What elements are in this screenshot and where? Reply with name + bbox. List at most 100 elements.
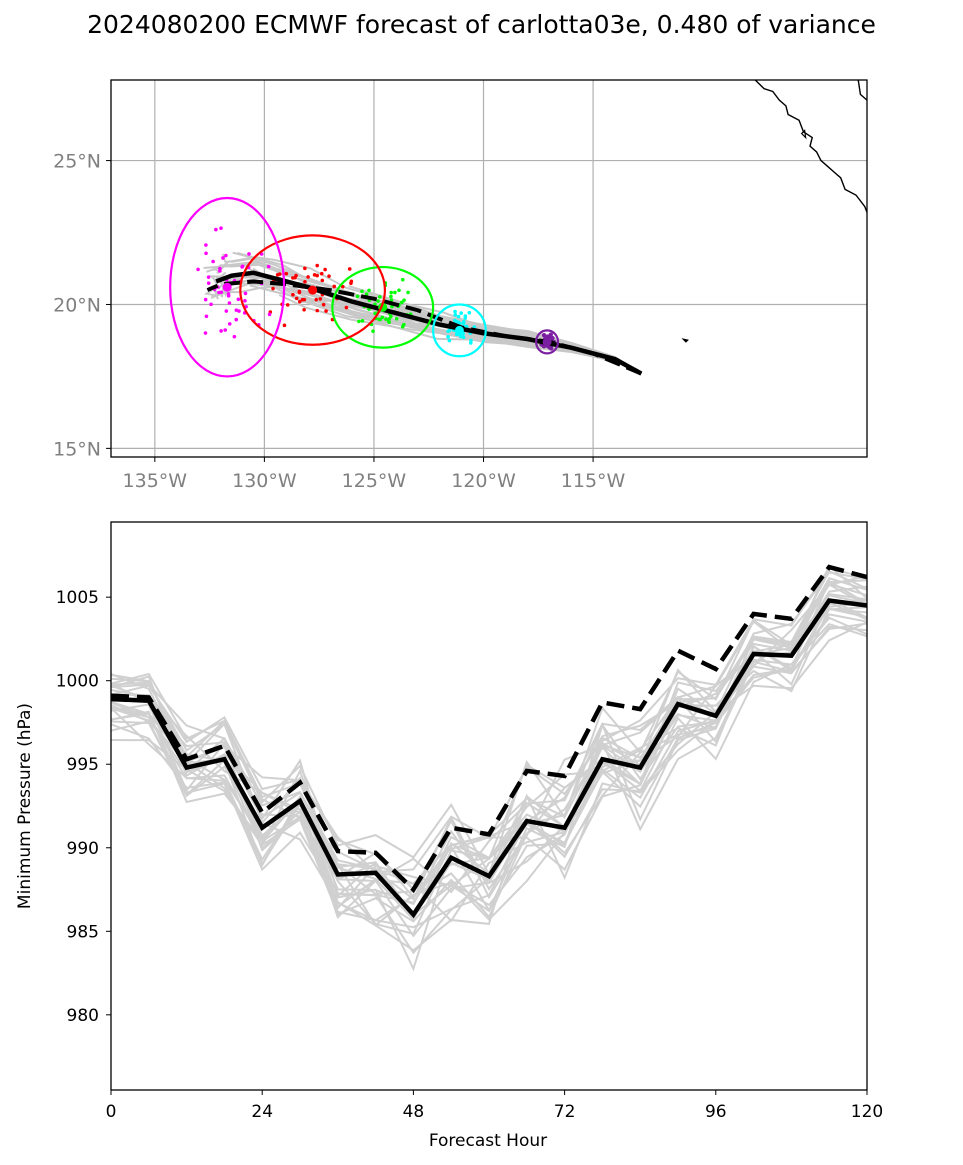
ensemble-position-dot xyxy=(204,314,209,319)
ensemble-position-dot xyxy=(349,279,354,284)
pressure-x-tick-label: 120 xyxy=(851,1102,883,1122)
ensemble-position-dot xyxy=(453,309,457,314)
ensemble-position-dot xyxy=(266,264,271,269)
ensemble-position-dot xyxy=(214,227,218,232)
ensemble-position-dot xyxy=(548,332,553,337)
ensemble-position-dot xyxy=(467,310,472,315)
pressure-x-tick-label: 24 xyxy=(251,1102,273,1122)
ensemble-position-dot xyxy=(389,290,394,295)
uncertainty-ellipse xyxy=(239,234,387,346)
ensemble-position-dot xyxy=(204,243,208,247)
ensemble-position-dot xyxy=(223,328,228,332)
dashed-mean-track xyxy=(206,279,643,376)
ensemble-position-dot xyxy=(224,253,228,258)
ensemble-position-dot xyxy=(293,275,297,280)
ensemble-position-dot xyxy=(402,298,406,302)
ensemble-position-dot xyxy=(461,321,465,325)
pressure-chart: 0 24 48 72 96 120 980 985 990 995 1000 1005 xyxy=(56,521,883,1122)
ensemble-position-dot xyxy=(452,318,457,323)
ensemble-position-dot xyxy=(320,278,325,283)
ensemble-track xyxy=(348,285,642,375)
ensemble-member-line xyxy=(111,583,867,900)
ensemble-position-dot xyxy=(321,302,326,307)
ensemble-position-dot xyxy=(240,264,245,269)
ensemble-position-dot xyxy=(468,341,473,345)
map-x-tick-label: 135°W xyxy=(123,470,188,492)
ensemble-mean-track xyxy=(215,270,643,376)
pressure-y-tick-label: 980 xyxy=(67,1006,99,1026)
map-y-tick-label: 15°N xyxy=(53,438,101,460)
ensemble-position-dot xyxy=(224,309,229,313)
map-y-tick-label: 25°N xyxy=(53,151,101,173)
ensemble-position-dot xyxy=(377,295,382,299)
ensemble-position-dot xyxy=(303,266,307,271)
ensemble-position-dot xyxy=(367,288,371,293)
ensemble-position-dot xyxy=(400,277,405,282)
x-axis-label: Forecast Hour xyxy=(429,1131,547,1151)
pressure-y-tick-label: 985 xyxy=(67,922,99,942)
ensemble-position-dot xyxy=(227,301,232,305)
uncertainty-ellipse xyxy=(331,265,435,349)
ensemble-position-dot xyxy=(459,311,463,315)
ensemble-position-dot xyxy=(217,290,221,295)
ensemble-position-dot xyxy=(344,305,349,310)
ensemble-position-dot xyxy=(206,281,211,285)
ensemble-position-dot xyxy=(204,251,208,256)
mean-pressure-line xyxy=(111,598,867,919)
ensemble-position-dot xyxy=(355,294,360,299)
ensemble-position-dot xyxy=(401,322,406,327)
ensemble-position-dot xyxy=(456,314,461,319)
ensemble-position-dot xyxy=(234,317,239,322)
ensemble-position-dot xyxy=(219,329,223,333)
map-plot-area xyxy=(111,80,867,457)
ensemble-position-dot xyxy=(315,263,320,268)
ensemble-position-dot xyxy=(282,323,287,328)
ensemble-position-dot xyxy=(211,259,215,264)
ensemble-position-dot xyxy=(377,317,381,322)
y-axis-label: Minimum Pressure (hPa) xyxy=(15,703,35,909)
ensemble-position-dot xyxy=(284,271,289,276)
ensemble-position-dot xyxy=(267,312,272,317)
uncertainty-ellipse xyxy=(535,329,560,355)
ensemble-position-dot xyxy=(393,290,397,295)
ensemble-position-dot xyxy=(302,297,307,302)
ensemble-position-dot xyxy=(303,279,307,284)
figure-title: 2024080200 ECMWF forecast of carlotta03e… xyxy=(87,10,876,39)
ensemble-position-dot xyxy=(340,284,345,289)
ensemble-position-dot xyxy=(297,289,302,294)
map-x-tick-label: 130°W xyxy=(232,470,297,492)
ensemble-position-dot xyxy=(324,309,328,313)
ensemble-position-dot xyxy=(376,299,380,303)
ensemble-position-dot xyxy=(219,226,223,230)
ensemble-position-dot xyxy=(226,294,231,298)
ensemble-position-dot xyxy=(447,338,452,343)
ensemble-position-dot xyxy=(360,319,365,323)
ensemble-position-dot xyxy=(243,298,247,303)
ensemble-position-dot xyxy=(306,275,310,279)
ensemble-position-dot xyxy=(386,319,391,324)
ensemble-position-dot xyxy=(271,286,275,291)
map-frame xyxy=(110,79,868,458)
ensemble-position-dot xyxy=(237,309,241,313)
ensemble-position-dot xyxy=(209,302,213,307)
ensemble-position-dot xyxy=(389,314,393,319)
ensemble-position-dot xyxy=(218,266,222,271)
ensemble-position-dot xyxy=(327,274,331,278)
ensemble-position-dot xyxy=(360,289,364,294)
ensemble-position-dot xyxy=(203,297,208,302)
ensemble-member-line xyxy=(111,613,867,952)
coastline-mainland xyxy=(857,80,867,101)
ellipse-center-marker xyxy=(308,285,318,295)
ensemble-position-dot xyxy=(400,300,404,305)
ensemble-position-dot xyxy=(275,272,280,277)
island xyxy=(800,129,807,140)
ensemble-member-line xyxy=(111,602,867,917)
ensemble-position-dot xyxy=(319,271,324,276)
island-socorro xyxy=(681,338,689,343)
ensemble-position-dot xyxy=(453,313,458,317)
pressure-y-tick-label: 1005 xyxy=(56,588,99,608)
pressure-frame xyxy=(110,521,868,1091)
map-x-tick-label: 120°W xyxy=(451,470,516,492)
uncertainty-ellipse xyxy=(169,196,286,378)
